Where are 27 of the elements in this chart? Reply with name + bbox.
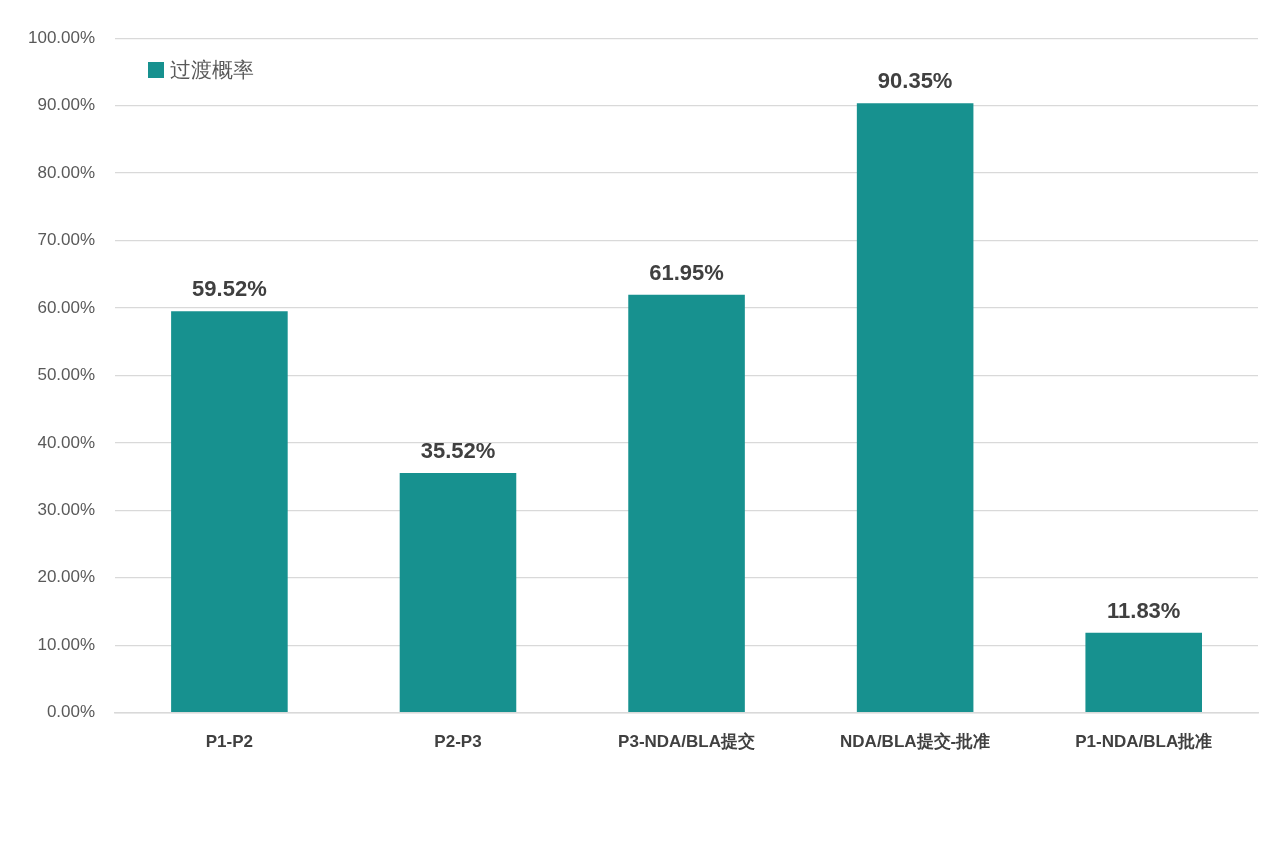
- y-tick-label: 50.00%: [37, 365, 96, 385]
- y-tick-label: 60.00%: [37, 297, 96, 317]
- x-tick-label: P2-P3: [434, 732, 482, 752]
- y-tick-label: 80.00%: [37, 162, 96, 182]
- y-tick-label: 100.00%: [27, 27, 96, 47]
- bar: [171, 311, 288, 712]
- bar: [628, 294, 745, 712]
- x-tick-label: NDA/BLA提交-批准: [840, 732, 991, 752]
- y-tick-label: 90.00%: [37, 95, 96, 115]
- y-tick-label: 20.00%: [37, 567, 96, 587]
- data-label: 11.83%: [1107, 597, 1181, 623]
- bar: [399, 473, 517, 712]
- y-tick-label: 0.00%: [46, 702, 96, 722]
- bar: [1085, 632, 1202, 712]
- data-label: 59.52%: [192, 276, 267, 302]
- y-tick-label: 10.00%: [37, 634, 96, 654]
- x-tick-label: P1-P2: [205, 732, 254, 752]
- bar: [856, 103, 974, 712]
- y-tick-label: 70.00%: [37, 230, 96, 250]
- legend-label: 过渡概率: [170, 57, 254, 83]
- y-tick-label: 30.00%: [37, 499, 96, 519]
- data-label: 35.52%: [420, 438, 496, 464]
- data-label: 61.95%: [649, 259, 724, 285]
- x-tick-label: P1-NDA/BLA批准: [1075, 732, 1213, 752]
- y-tick-label: 40.00%: [37, 432, 96, 452]
- data-label: 90.35%: [877, 68, 953, 94]
- x-tick-label: P3-NDA/BLA提交: [618, 732, 756, 752]
